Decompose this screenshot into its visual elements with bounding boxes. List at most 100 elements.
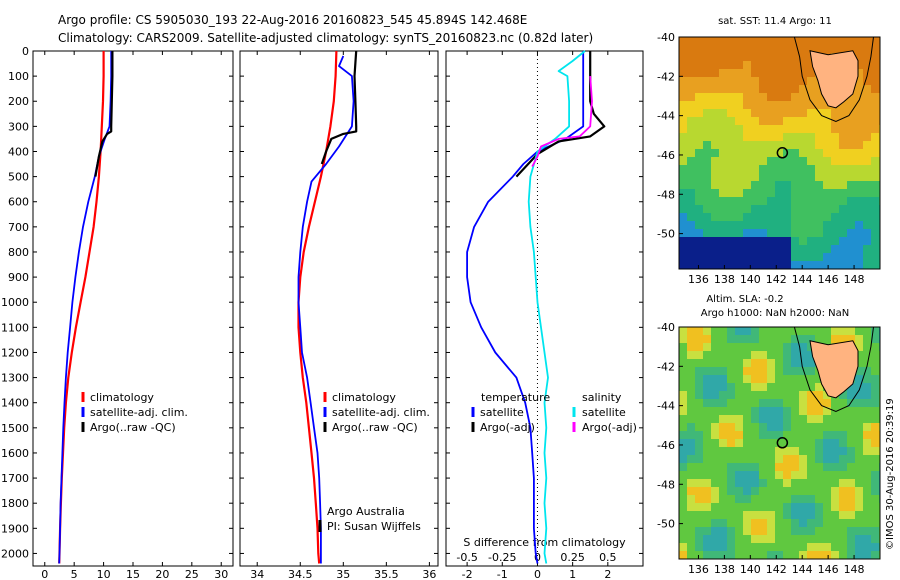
map-cell xyxy=(871,77,879,85)
map-cell xyxy=(719,221,727,229)
map-cell xyxy=(831,399,839,407)
map-cell xyxy=(695,519,703,527)
map-cell xyxy=(815,109,823,117)
map-cell xyxy=(711,181,719,189)
map-cell xyxy=(703,503,711,511)
map-cell xyxy=(823,101,831,109)
map-cell xyxy=(807,61,815,69)
map-cell xyxy=(863,463,871,471)
map-cell xyxy=(847,423,855,431)
map-cell xyxy=(807,383,815,391)
map-cell xyxy=(871,61,879,69)
map-cell xyxy=(711,133,719,141)
map-cell xyxy=(823,399,831,407)
map-cell xyxy=(759,181,767,189)
map-cell xyxy=(687,415,695,423)
map-cell xyxy=(767,407,775,415)
map-cell xyxy=(687,383,695,391)
map-cell xyxy=(775,189,783,197)
map-cell xyxy=(823,471,831,479)
map-cell xyxy=(775,359,783,367)
map-cell xyxy=(735,245,743,253)
map-cell xyxy=(823,527,831,535)
map-cell xyxy=(863,61,871,69)
map-cell xyxy=(775,423,783,431)
map-cell xyxy=(799,85,807,93)
lat-tick-label: -40 xyxy=(657,31,675,44)
map-cell xyxy=(695,367,703,375)
map-cell xyxy=(687,141,695,149)
map-cell xyxy=(743,375,751,383)
map-cell xyxy=(751,535,759,543)
map-cell xyxy=(839,327,847,335)
map-cell xyxy=(759,85,767,93)
lon-tick-label: 146 xyxy=(818,273,839,286)
map-cell xyxy=(871,125,879,133)
map-cell xyxy=(687,205,695,213)
map-cell xyxy=(815,455,823,463)
map-cell xyxy=(703,213,711,221)
map-cell xyxy=(727,37,735,45)
map-cell xyxy=(839,141,847,149)
map-cell xyxy=(799,173,807,181)
map-cell xyxy=(855,375,863,383)
map-cell xyxy=(711,527,719,535)
map-cell xyxy=(871,511,879,519)
map-cell xyxy=(679,77,687,85)
map-cell xyxy=(783,351,791,359)
map-cell xyxy=(687,455,695,463)
map-cell xyxy=(679,439,687,447)
map-cell xyxy=(775,343,783,351)
map-cell xyxy=(783,383,791,391)
map-cell xyxy=(727,173,735,181)
map-cell xyxy=(735,463,743,471)
map-cell xyxy=(791,53,799,61)
map-cell xyxy=(847,487,855,495)
map-cell xyxy=(815,439,823,447)
map-cell xyxy=(767,391,775,399)
y-tick-label: 200 xyxy=(8,95,29,108)
map-cell xyxy=(767,487,775,495)
map-cell xyxy=(855,415,863,423)
map-cell xyxy=(687,221,695,229)
map-cell xyxy=(735,125,743,133)
map-cell xyxy=(831,189,839,197)
map-cell xyxy=(831,197,839,205)
map-cell xyxy=(863,447,871,455)
map-cell xyxy=(791,535,799,543)
map-cell xyxy=(815,535,823,543)
map-cell xyxy=(831,503,839,511)
series-line-argo xyxy=(94,51,114,177)
map-cell xyxy=(735,327,743,335)
map-cell xyxy=(863,535,871,543)
map-cell xyxy=(831,141,839,149)
map-cell xyxy=(727,213,735,221)
map-cell xyxy=(759,61,767,69)
map-cell xyxy=(727,229,735,237)
map-cell xyxy=(831,181,839,189)
map-cell xyxy=(719,439,727,447)
map-cell xyxy=(743,431,751,439)
map-cell xyxy=(815,37,823,45)
map-cell xyxy=(831,37,839,45)
map-cell xyxy=(703,37,711,45)
map-cell xyxy=(703,253,711,261)
map-cell xyxy=(719,415,727,423)
map-cell xyxy=(815,463,823,471)
map-cell xyxy=(695,391,703,399)
map-cell xyxy=(855,399,863,407)
map-cell xyxy=(703,77,711,85)
map-cell xyxy=(719,351,727,359)
map-cell xyxy=(847,407,855,415)
map-cell xyxy=(727,375,735,383)
map-cell xyxy=(719,253,727,261)
map-cell xyxy=(815,511,823,519)
map-cell xyxy=(711,245,719,253)
map-cell xyxy=(863,495,871,503)
map-cell xyxy=(863,351,871,359)
map-cell xyxy=(743,527,751,535)
map-cell xyxy=(791,551,799,559)
map-cell xyxy=(711,93,719,101)
map-cell xyxy=(759,551,767,559)
map-cell xyxy=(791,359,799,367)
